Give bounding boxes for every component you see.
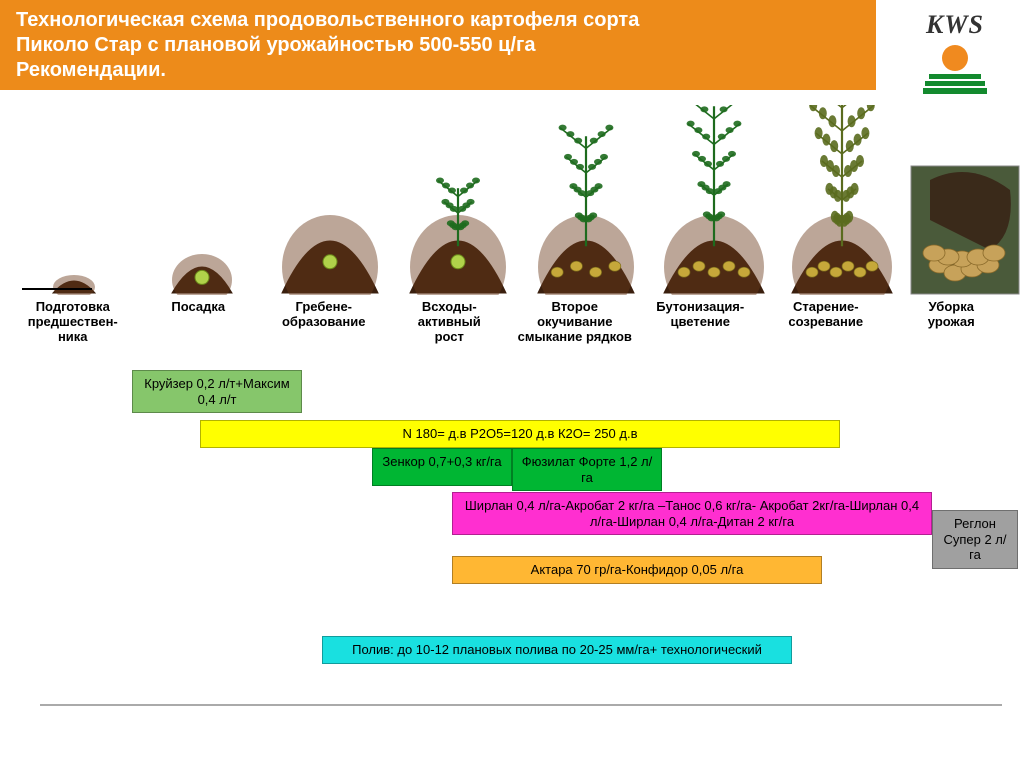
- stage-label-5: Второе окучивание смыкание рядков: [512, 300, 638, 345]
- treatment-bar-6: Реглон Супер 2 л/га: [932, 510, 1018, 569]
- treatment-bar-3: Зенкор 0,7+0,3 кг/га: [372, 448, 512, 486]
- stage-graphic-4: [398, 115, 518, 295]
- stage-graphic-7: [782, 115, 902, 295]
- treatment-bar-1: Круйзер 0,2 л/т+Максим 0,4 л/т: [132, 370, 302, 413]
- stage-label-8: Уборкаурожая: [889, 300, 1015, 345]
- header-banner: Технологическая схема продовольственного…: [0, 0, 876, 90]
- footer-divider: [40, 704, 1002, 706]
- treatment-bar-8: Полив: до 10-12 плановых полива по 20-25…: [322, 636, 792, 664]
- stage-graphic-1: [14, 115, 134, 295]
- stage-graphic-6: [654, 115, 774, 295]
- title-line2: Пиколо Стар с плановой урожайностью 500-…: [16, 34, 535, 56]
- title-line3: Рекомендации.: [16, 59, 166, 81]
- stage-8: [906, 115, 1024, 295]
- stage1-underline: [22, 288, 92, 290]
- stage-label-6: Бутонизация-цветение: [638, 300, 764, 345]
- treatment-bar-5: Ширлан 0,4 л/га-Акробат 2 кг/га –Танос 0…: [452, 492, 932, 535]
- logo-graphic: [923, 44, 987, 96]
- logo-text: KWS: [900, 10, 1010, 40]
- stage-label-3: Гребене-образование: [261, 300, 387, 345]
- stage-3: [266, 115, 394, 295]
- stage-5: [522, 115, 650, 295]
- stage-4: [394, 115, 522, 295]
- stage-6: [650, 115, 778, 295]
- stage-graphic-8: [910, 115, 1020, 295]
- stage-graphic-2: [142, 115, 262, 295]
- stage-graphic-3: [270, 115, 390, 295]
- treatment-bar-4: Фюзилат Форте 1,2 л/га: [512, 448, 662, 491]
- logo: KWS: [900, 10, 1010, 101]
- stage-1: [10, 115, 138, 295]
- stage-label-1: Подготовка предшествен-ника: [10, 300, 136, 345]
- stage-7: [778, 115, 906, 295]
- title-line1: Технологическая схема продовольственного…: [16, 9, 639, 31]
- stage-label-7: Старение-созревание: [763, 300, 889, 345]
- stages-row: [10, 105, 1014, 295]
- labels-row: Подготовка предшествен-никаПосадкаГребен…: [10, 300, 1014, 345]
- stage-2: [138, 115, 266, 295]
- stage-label-2: Посадка: [136, 300, 262, 345]
- treatment-bar-2: N 180= д.в P2O5=120 д.в К2О= 250 д.в: [200, 420, 840, 448]
- stage-graphic-5: [526, 115, 646, 295]
- stage-label-4: Всходы-активныйрост: [387, 300, 513, 345]
- treatment-bar-7: Актара 70 гр/га-Конфидор 0,05 л/га: [452, 556, 822, 584]
